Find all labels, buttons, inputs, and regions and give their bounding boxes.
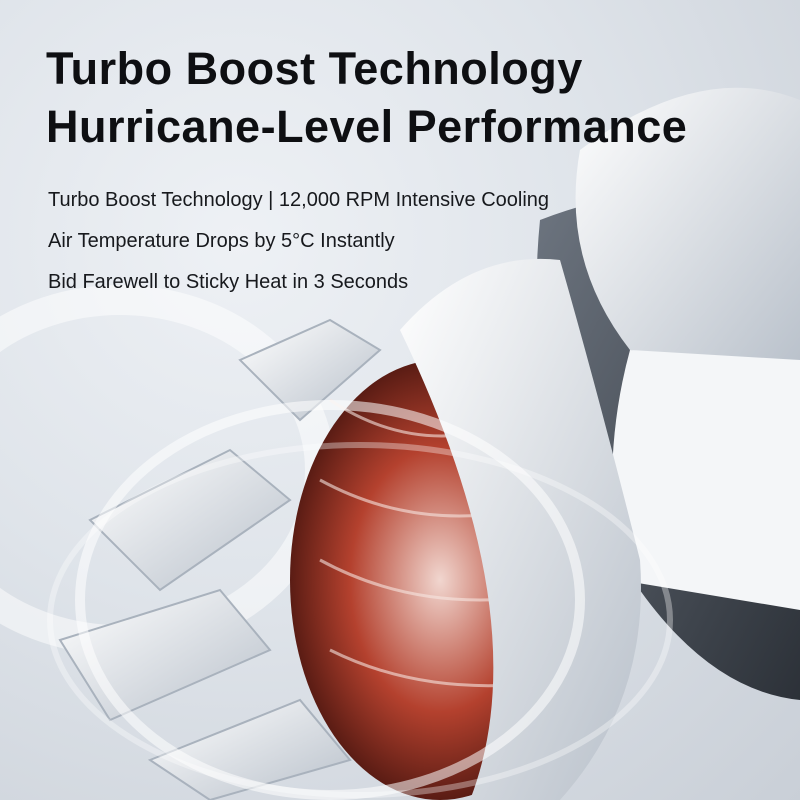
feature-item: Air Temperature Drops by 5°C Instantly bbox=[48, 230, 395, 252]
feature-item: Bid Farewell to Sticky Heat in 3 Seconds bbox=[48, 271, 409, 293]
feature-item: Turbo Boost Technology | 12,000 RPM Inte… bbox=[48, 189, 550, 211]
feature-list: Turbo Boost Technology | 12,000 RPM Inte… bbox=[48, 180, 549, 303]
headline-line-2: Hurricane-Level Performance bbox=[46, 101, 688, 152]
headline-line-1: Turbo Boost Technology bbox=[46, 43, 583, 94]
headline: Turbo Boost Technology Hurricane-Level P… bbox=[46, 40, 687, 156]
